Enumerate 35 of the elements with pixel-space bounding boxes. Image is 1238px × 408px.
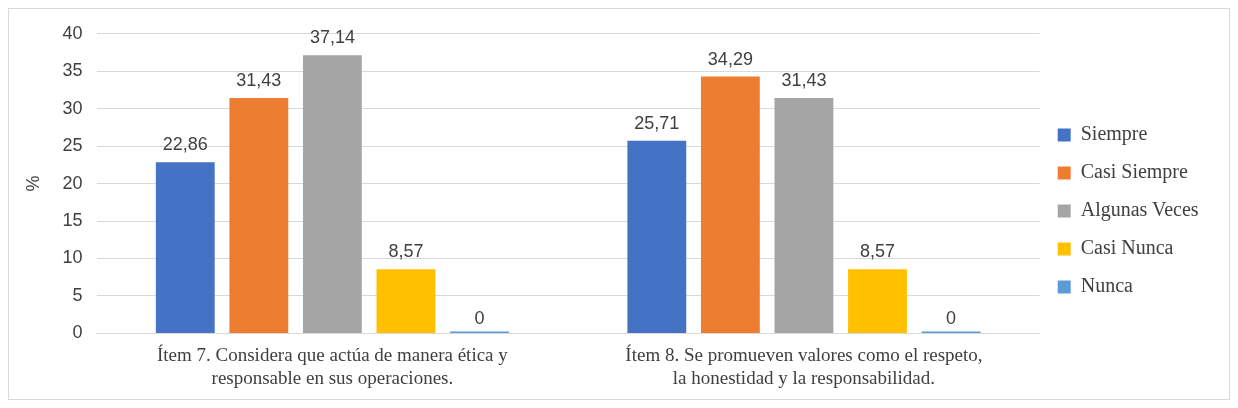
data-label: 37,14 [309,27,355,48]
data-label: 0 [474,308,485,329]
y-tick-label: 5 [72,284,83,305]
x-tick-label: Ítem 7. Considera que actúa de manera ética y responsable en sus operaciones. [156,343,509,388]
data-label: 25,71 [634,112,680,133]
y-tick-label: 35 [62,60,83,81]
data-label: 34,29 [707,48,753,69]
y-tick-label: 40 [62,22,83,43]
legend-label: Casi Nunca [1080,236,1174,259]
bar [302,55,362,333]
data-label: 22,86 [162,134,208,155]
legend-label: Nunca [1080,274,1134,297]
bar [700,76,760,333]
bar [774,97,834,333]
data-label: 31,43 [781,69,827,90]
y-tick-label: 25 [62,135,83,156]
data-label: 31,43 [236,69,282,90]
data-label: 0 [946,308,957,329]
bar [229,97,289,333]
bar [155,162,215,333]
y-tick-label: 10 [62,247,83,268]
x-tick-label: Ítem 8. Se promueven valores como el respeto, la honestidad y la responsabilidad. [625,343,983,388]
bar [376,269,436,333]
y-tick-label: 0 [72,322,83,343]
y-tick-label: 15 [62,210,83,231]
data-label: 8,57 [388,241,424,262]
bar [627,140,687,333]
y-axis-title: % [22,175,43,192]
legend-label: Casi Siempre [1080,160,1189,184]
y-tick-label: 20 [62,172,83,193]
bar [848,269,907,333]
y-tick-label: 30 [62,97,83,118]
legend-label: Algunas Veces [1080,198,1199,222]
legend-label: Siempre [1080,122,1148,146]
data-label: 8,57 [859,241,896,262]
